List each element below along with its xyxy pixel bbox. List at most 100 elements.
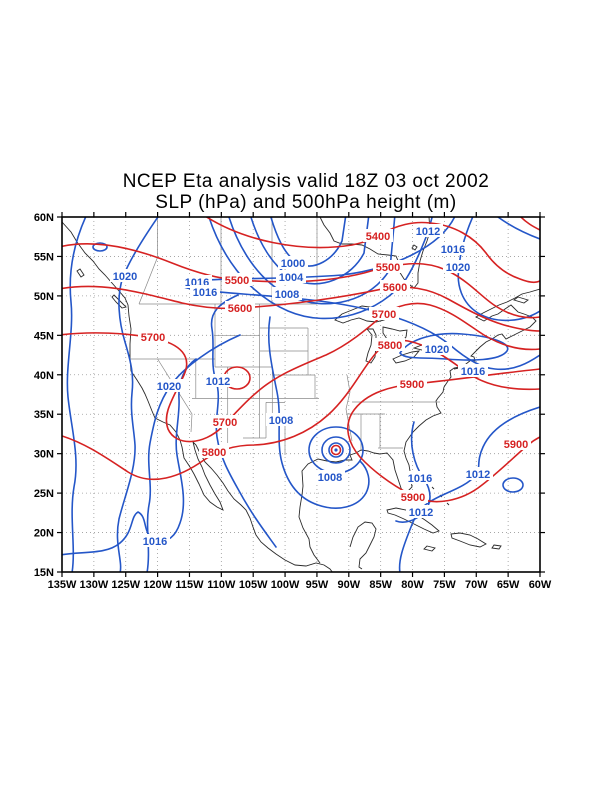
- slp-contour: [502, 477, 524, 493]
- slp-contour: [328, 442, 344, 458]
- lat-tick-label: 45N: [34, 330, 54, 342]
- height-contour: [62, 243, 540, 319]
- slp-contour-label-bg: [438, 242, 468, 255]
- height-contour-label-bg: [369, 307, 399, 320]
- slp-contour: [210, 294, 277, 548]
- slp-contour-label-bg: [203, 374, 233, 387]
- lat-tick-label: 55N: [34, 251, 54, 263]
- slp-contour-label-bg: [140, 534, 170, 547]
- height-contour: [62, 339, 540, 481]
- height-contour-label: 5400: [366, 231, 390, 243]
- slp-contour-label-bg: [278, 256, 308, 269]
- slp-contour-label: 1008: [275, 289, 299, 301]
- slp-contour-label-bg: [413, 224, 443, 237]
- slp-contour-label-bg: [276, 270, 306, 283]
- island: [450, 532, 487, 548]
- slp-contour-label-bg: [406, 505, 436, 518]
- lon-tick-label: 130W: [79, 579, 108, 591]
- slp-contour-label: 1008: [318, 472, 342, 484]
- height-contour-label: 5700: [141, 332, 165, 344]
- height-contour: [62, 302, 540, 443]
- slp-contour-label: 1000: [281, 258, 305, 270]
- chart-title-block: NCEP Eta analysis valid 18Z 03 oct 2002 …: [0, 171, 612, 213]
- slp-contour: [308, 426, 364, 474]
- slp-contour-label: 1004: [279, 272, 304, 284]
- lon-tick-label: 80W: [401, 579, 424, 591]
- lon-tick-label: 75W: [433, 579, 456, 591]
- height-contour-label: 5900: [504, 439, 528, 451]
- height-contour-label: 5600: [383, 282, 407, 294]
- height-contour-label-bg: [138, 330, 168, 343]
- height-contour-label: 5800: [202, 447, 226, 459]
- height-contour: [62, 285, 540, 332]
- slp-contour-label: 1020: [113, 271, 137, 283]
- lat-tick-label: 30N: [34, 449, 54, 461]
- height-contour-label-bg: [222, 273, 252, 286]
- slp-contour-label: 1016: [441, 244, 465, 256]
- slp-contour: [66, 217, 87, 572]
- contours-layer: [62, 217, 540, 572]
- slp-contour: [496, 217, 540, 240]
- slp-contour-label: 1008: [269, 415, 293, 427]
- slp-contour: [321, 436, 351, 464]
- height-contour: [519, 217, 540, 231]
- map-area: 1020 1016 1016 1000 1004 1008 1012 1016 1020 1020…: [0, 205, 612, 605]
- lon-tick-label: 110W: [207, 579, 236, 591]
- slp-contour-label-bg: [315, 470, 345, 483]
- contour-labels-layer: 1020 101610161000100410081012101610201020…: [110, 224, 531, 548]
- slp-contour-label-bg: [110, 269, 140, 282]
- height-contour-label-bg: [363, 229, 393, 242]
- height-contour-label-bg: [225, 301, 255, 314]
- slp-contour-label-bg: [405, 471, 435, 484]
- state-border: [157, 358, 193, 433]
- lon-tick-label: 90W: [337, 579, 360, 591]
- slp-contour-label: 1012: [206, 376, 230, 388]
- chart-title-line1: NCEP Eta analysis valid 18Z 03 oct 2002: [122, 171, 490, 192]
- island: [111, 294, 127, 309]
- slp-contour-label-bg: [182, 275, 212, 288]
- island: [513, 296, 529, 304]
- height-contour: [223, 366, 251, 390]
- slp-contour-label-bg: [422, 342, 452, 355]
- slp-contour-label-bg: [190, 285, 220, 298]
- slp-contour-label: 1012: [466, 469, 490, 481]
- height-contour-label-bg: [501, 437, 531, 450]
- chart-title-line2: SLP (hPa) and 500hPa height (m): [155, 192, 457, 213]
- great-lake: [392, 350, 421, 364]
- contour-map-svg: 1020 101610161000100410081012101610201020…: [34, 212, 552, 591]
- low-center-dot: [334, 448, 338, 452]
- lon-tick-label: 120W: [143, 579, 172, 591]
- lon-tick-label: 125W: [111, 579, 140, 591]
- slp-contour: [399, 332, 509, 361]
- lon-tick-label: 135W: [48, 579, 77, 591]
- lon-tick-label: 100W: [271, 579, 300, 591]
- slp-contour: [62, 358, 197, 556]
- lon-tick-label: 85W: [369, 579, 392, 591]
- island: [76, 268, 85, 278]
- height-contour-label-bg: [398, 490, 428, 503]
- slp-contour: [395, 421, 431, 523]
- axis-ticks: [57, 212, 545, 577]
- island: [423, 545, 436, 552]
- lat-tick-label: 15N: [34, 567, 54, 579]
- height-contour-label-bg: [210, 415, 240, 428]
- lat-tick-label: 25N: [34, 488, 54, 500]
- slp-contour-label: 1020: [425, 344, 449, 356]
- height-contour-label: 5700: [372, 309, 396, 321]
- slp-contour: [208, 217, 433, 320]
- slp-contour-label: 1020: [157, 381, 181, 393]
- slp-contour-label: 1012: [416, 226, 440, 238]
- height-contour: [330, 444, 342, 456]
- height-contour-label: 5900: [401, 492, 425, 504]
- lon-tick-label: 115W: [175, 579, 204, 591]
- coastline: [298, 288, 540, 564]
- height-contour-label: 5500: [225, 275, 249, 287]
- slp-contour-label-bg: [458, 364, 488, 377]
- slp-contour-label-bg: [443, 260, 473, 273]
- height-contour-label: 5600: [228, 303, 252, 315]
- slp-contour-label-bg: [266, 413, 296, 426]
- slp-contour-label: 1012: [409, 507, 433, 519]
- slp-contour: [228, 217, 396, 305]
- height-contour-label-bg: [380, 280, 410, 293]
